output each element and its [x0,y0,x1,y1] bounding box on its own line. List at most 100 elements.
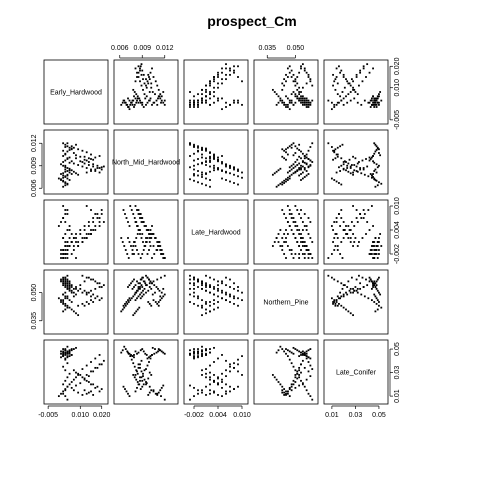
data-point [189,301,191,303]
data-point [221,289,223,292]
data-point [333,237,336,239]
data-point [286,355,289,358]
data-point [233,295,235,298]
data-point [213,308,215,311]
data-point [356,221,359,223]
data-point [201,171,203,174]
data-point [294,95,297,98]
data-point [356,291,359,294]
data-point [145,86,148,89]
data-point [285,237,287,239]
data-point [375,171,378,174]
data-point [122,304,125,307]
data-point [298,355,301,358]
data-point [64,241,67,243]
data-point [298,167,301,169]
data-point [121,241,124,243]
data-point [359,213,362,215]
data-point [193,145,195,148]
data-point [303,103,306,106]
data-point [375,249,378,251]
data-point [85,233,88,235]
data-point [298,143,301,146]
data-point [189,384,191,387]
data-point [87,381,90,383]
data-point [296,95,299,98]
data-point [213,157,215,160]
data-point [130,354,132,356]
data-point [81,376,84,379]
data-point [309,221,312,223]
data-point [209,351,211,354]
data-point [281,155,284,158]
data-point [193,95,195,98]
data-point [217,357,219,360]
data-point [343,284,346,287]
data-point [60,253,62,255]
data-point [354,286,357,288]
data-point [348,158,351,161]
data-point [335,301,338,303]
data-point [79,374,82,376]
data-point [292,80,295,83]
data-point [201,173,203,176]
data-point [62,348,65,350]
data-point [290,385,293,388]
data-point [273,241,276,243]
data-point [130,297,133,300]
data-point [147,289,150,292]
data-point [148,282,151,285]
data-point [209,93,211,96]
data-point [378,95,380,98]
data-point [292,221,295,223]
panel-frame [43,199,109,265]
data-point [64,379,67,382]
data-point [68,299,71,302]
data-point [142,276,144,279]
data-point [128,108,131,111]
data-point [352,233,354,235]
data-point [225,106,227,108]
data-point [296,158,299,161]
data-point [217,289,219,292]
data-point [87,221,90,223]
data-point [281,99,284,102]
data-point [152,76,155,78]
data-point [237,304,239,307]
data-point [62,172,65,175]
data-point [367,101,370,104]
data-point [349,99,352,102]
data-point [213,390,215,393]
data-point [221,372,223,375]
data-point [294,225,297,227]
data-point [217,280,219,283]
data-point [333,106,336,108]
data-point [296,241,299,243]
data-point [221,395,223,398]
data-point [342,161,345,163]
data-point [279,229,282,231]
data-point [283,78,286,81]
data-point [98,286,101,288]
data-point [292,257,295,259]
data-point [277,169,280,172]
data-point [83,289,86,292]
data-point [307,103,310,106]
chart-title: prospect_Cm [207,13,296,29]
data-point [356,170,359,173]
data-point [66,282,69,285]
data-point [286,390,289,393]
data-point [347,237,350,239]
data-point [85,379,88,382]
data-point [62,365,65,368]
data-point [338,166,340,169]
data-point [66,306,69,309]
data-point [213,164,215,167]
data-point [102,284,105,287]
data-point [217,99,219,102]
tick-label: 0.006 [111,45,129,52]
data-point [60,249,62,251]
data-point [64,282,67,285]
data-point [57,225,60,227]
data-point [374,150,377,153]
